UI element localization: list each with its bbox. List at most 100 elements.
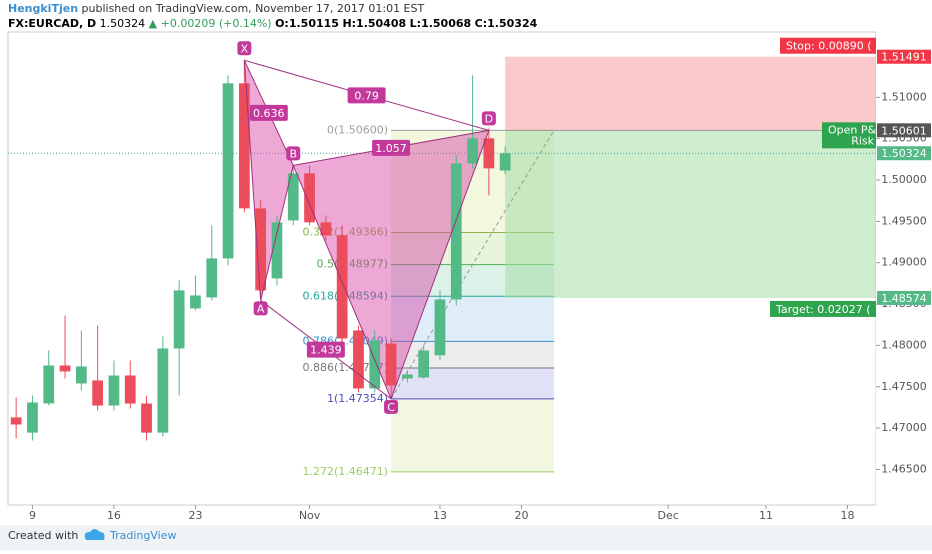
candle-body [336,235,348,339]
point-bg [237,41,252,56]
candle-body [10,417,22,425]
point-label: A [257,302,265,315]
ratio-tag: 1.057 [372,139,411,156]
x-tick-label: Nov [299,509,321,522]
fib-label: 0.886(1.47727) [302,361,388,374]
pattern-bcd [293,130,489,399]
x-tick-label: 18 [840,509,854,522]
candle-body [108,375,120,406]
footer-logo [84,529,105,540]
price-tag-label: 1.48574 [881,292,927,305]
ratio-bg [347,87,386,104]
pattern-xab [244,60,294,301]
candle-body [238,83,250,209]
candle-body [206,258,218,298]
fib-label: 1.272(1.46471) [302,465,388,478]
y-tick-label: 1.48000 [881,338,927,351]
stop-zone [505,56,876,131]
fib-band [391,367,555,399]
pattern-edge [292,165,392,400]
fib-label: 0(1.50600) [327,123,388,136]
y-tick-label: 1.47000 [881,421,927,434]
candle-body [467,138,478,164]
x-tick-label: 20 [514,509,528,522]
x-tick-label: 13 [433,509,447,522]
fib-band [391,296,555,342]
candle-body [27,402,38,433]
ratio-tag: 0.636 [249,104,288,121]
candle-body [75,366,87,384]
symbol: FX:EURCAD, D [8,17,96,30]
footer-bg [0,525,932,550]
target-label: Target: 0.02027 ( [775,303,871,316]
y-tick-label: 1.46500 [881,462,927,475]
ohlc-h: H:1.50408 [342,17,406,30]
candle-body [450,163,462,300]
target-zone [505,130,876,298]
ratio-label: 1.057 [375,142,407,155]
candle-body [483,138,495,169]
candle-body [499,153,511,171]
price-tag [877,146,931,161]
pattern-edge [390,130,490,399]
candle-body [173,290,185,349]
fib-band [391,398,555,472]
fib-band [391,341,555,368]
y-axis-bg [876,32,932,505]
candle-body [418,350,430,378]
x-tick-label: 11 [759,509,773,522]
open-label: Open P& [828,123,877,136]
ohlc-c: C:1.50324 [475,17,538,30]
author: HengkiTjen [8,2,78,15]
stop-label: Stop: 0.00890 ( [786,40,872,53]
pattern-edge [260,165,294,301]
change: ▲ +0.00209 (+0.14%) [149,17,272,30]
candle-body [92,380,104,406]
point-bg [384,399,399,414]
candle-body [401,374,413,379]
footer-created: Created with [8,529,78,542]
price-tag [877,290,931,305]
ratio-label: 0.636 [253,107,285,120]
ratio-tag: 0.79 [347,87,386,104]
candle-body [59,365,71,372]
candle-body [124,375,136,404]
pattern-edge [243,60,262,301]
candle-body [287,173,299,221]
y-tick-label: 1.49000 [881,256,927,269]
ratio-label: 0.79 [354,89,379,102]
projection-line [390,130,555,400]
target-tag [770,300,876,317]
point-label: C [387,401,395,414]
risk-label: Risk [851,134,874,147]
y-tick-label: 1.47500 [881,380,927,393]
point-bg [481,111,496,126]
ratio-bg [372,139,411,156]
open-tag [822,122,876,149]
candle-body [190,295,201,309]
x-tick-label: 9 [29,509,36,522]
published: published on TradingView.com, November 1… [82,2,425,15]
candle-body [157,348,169,433]
candle-body [43,365,55,404]
price-tag-label: 1.50324 [881,147,927,160]
y-tick-label: 1.50000 [881,173,927,186]
last: 1.50324 [100,17,146,30]
footer-brand[interactable]: TradingView [109,529,176,542]
price-tag-label: 1.51491 [881,51,927,64]
x-tick-label: Dec [658,509,679,522]
symbol-line: FX:EURCAD, D 1.50324 ▲ +0.00209 (+0.14%)… [8,17,538,30]
point-bg [253,301,268,316]
x-tick-label: 23 [188,509,202,522]
fib-label: 0.5(1.48977) [316,258,388,271]
price-tag [877,49,931,64]
fib-label: 1(1.47354) [327,392,388,405]
point-label: X [241,42,249,55]
candle-body [255,208,267,291]
candle-body [385,343,397,386]
candle-body [222,83,234,259]
price-tag-label: 1.50601 [881,124,927,137]
y-tick-label: 1.51000 [881,90,927,103]
